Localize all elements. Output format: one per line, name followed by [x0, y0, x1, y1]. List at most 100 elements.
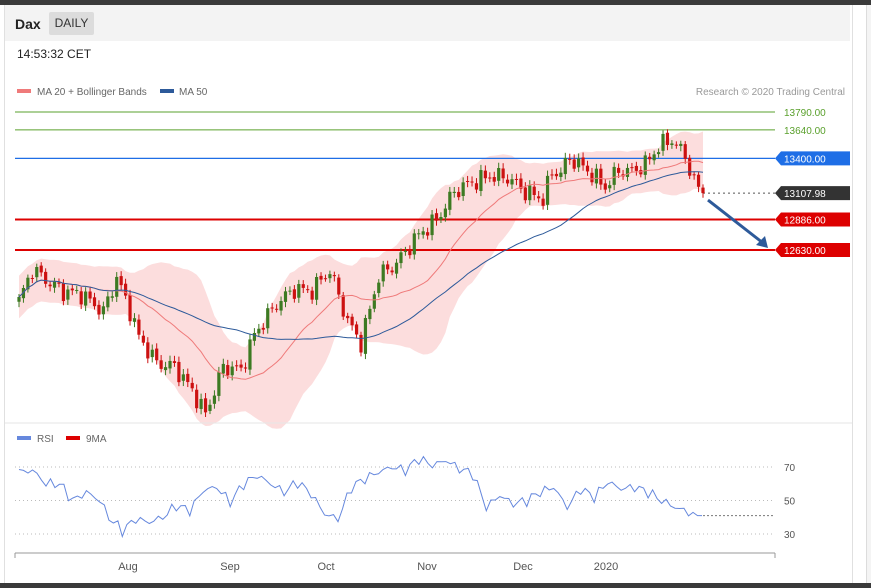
forecast-arrowhead — [756, 236, 768, 248]
level-label-5: 12630.00 — [784, 246, 826, 257]
candle-body — [137, 319, 141, 335]
scroll-strip[interactable] — [866, 5, 871, 583]
instrument-title: Dax — [15, 16, 41, 32]
candle-body — [519, 178, 523, 189]
candle-body — [634, 165, 638, 171]
rsi-line — [18, 455, 702, 539]
candle-body — [625, 167, 630, 177]
candle-body — [186, 373, 190, 383]
candle-body — [408, 249, 412, 256]
candle-body — [683, 144, 687, 159]
candle-body — [212, 395, 217, 404]
candle-body — [696, 174, 701, 187]
candle-body — [301, 284, 305, 288]
candle-body — [479, 170, 483, 191]
candle-body — [692, 174, 696, 176]
candle-body — [434, 213, 439, 221]
candle-body — [528, 185, 532, 201]
candle-body — [346, 315, 350, 319]
candle-body — [417, 233, 421, 235]
candle-body — [661, 133, 665, 151]
candle-body — [599, 168, 603, 185]
candle-body — [399, 252, 403, 264]
candle-body — [581, 157, 585, 166]
candle-body — [328, 274, 332, 279]
candle-body — [235, 365, 239, 367]
x-tick-label: 2020 — [594, 561, 618, 573]
candle-body — [523, 187, 527, 201]
candle-body — [514, 178, 519, 180]
candle-body — [217, 372, 221, 396]
level-label-4: 12886.00 — [784, 216, 826, 227]
candle-body — [341, 295, 345, 317]
candle-body — [488, 177, 492, 179]
candle-body — [368, 308, 372, 320]
candle-body — [461, 182, 465, 197]
candle-body — [594, 168, 599, 184]
candle-body — [155, 348, 159, 361]
candle-body — [115, 276, 119, 297]
candle-body — [483, 170, 487, 179]
candle-body — [412, 233, 416, 255]
candle-body — [66, 289, 70, 300]
bollinger-band — [19, 131, 703, 429]
candle-body — [465, 180, 470, 182]
candle-body — [359, 334, 363, 353]
candle-body — [350, 316, 354, 326]
candle-body — [386, 264, 390, 270]
ma20-legend-swatch — [17, 89, 31, 93]
candle-body — [306, 289, 310, 291]
candle-body — [612, 166, 616, 185]
candle-body — [390, 270, 394, 273]
candle-body — [208, 404, 212, 411]
candle-body — [168, 360, 172, 369]
candle-body — [199, 398, 203, 409]
level-tag-3 — [775, 186, 850, 201]
chart-header: Dax DAILY — [4, 5, 850, 41]
candle-body — [288, 290, 292, 292]
level-label-2: 13400.00 — [784, 154, 826, 165]
candle-body — [665, 132, 670, 145]
candle-body — [92, 297, 97, 307]
ma20-legend-label: MA 20 + Bollinger Bands — [37, 87, 147, 98]
candle-body — [701, 187, 705, 194]
candle-body — [181, 374, 185, 381]
candle-body — [337, 277, 341, 295]
candle-body — [608, 185, 612, 189]
candle-body — [577, 158, 581, 168]
candle-body — [497, 168, 501, 181]
candle-body — [243, 367, 248, 369]
candle-body — [172, 361, 177, 363]
level-tag-5 — [775, 243, 850, 257]
candle-body — [617, 167, 621, 173]
x-tick-label: Dec — [513, 561, 533, 573]
candle-body — [110, 296, 114, 298]
candle-body — [492, 177, 496, 182]
candle-body — [537, 196, 541, 199]
candle-body — [430, 214, 434, 236]
candle-body — [119, 276, 123, 286]
candle-body — [146, 342, 150, 359]
level-tag-2 — [775, 151, 850, 166]
candle-body — [35, 267, 39, 278]
candle-body — [377, 282, 381, 294]
candle-body — [603, 183, 607, 190]
candle-body — [532, 186, 536, 195]
forecast-arrow — [707, 198, 764, 245]
rsi-legend-swatch — [17, 436, 31, 440]
rsi-ma-legend-label: 9MA — [86, 434, 107, 445]
period-badge[interactable]: DAILY — [49, 12, 94, 35]
candle-body — [474, 183, 479, 190]
candle-body — [652, 154, 656, 161]
candle-body — [257, 328, 261, 334]
candle-body — [656, 152, 661, 155]
candle-body — [61, 283, 66, 302]
candle-body — [123, 283, 128, 296]
candle-body — [648, 156, 652, 160]
timestamp: 14:53:32 CET — [17, 47, 92, 61]
candle-body — [457, 191, 461, 198]
candle-body — [394, 262, 399, 274]
candle-body — [563, 157, 567, 175]
candle-body — [26, 277, 30, 290]
candle-body — [279, 300, 283, 311]
